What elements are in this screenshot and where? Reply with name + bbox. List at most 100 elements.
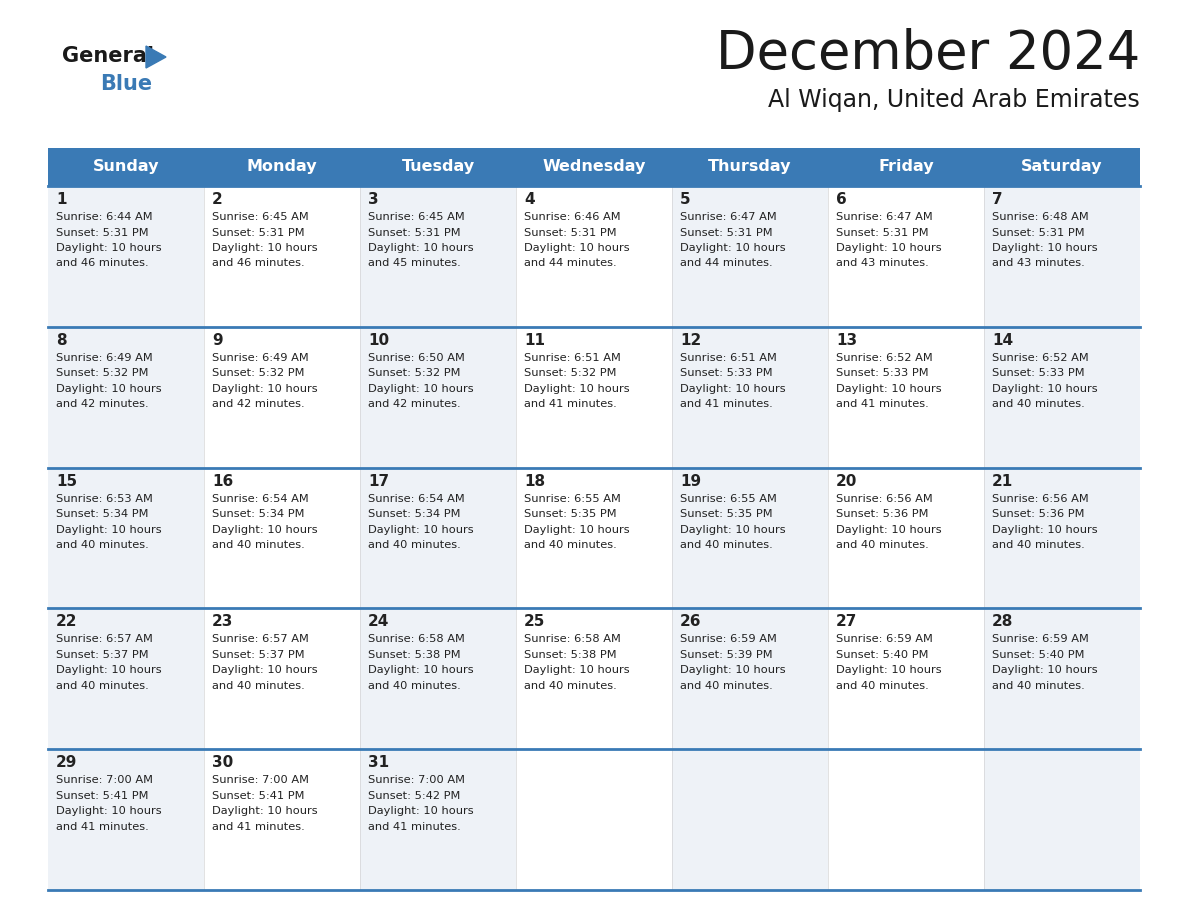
Text: Sunset: 5:33 PM: Sunset: 5:33 PM xyxy=(836,368,929,378)
Text: and 40 minutes.: and 40 minutes. xyxy=(368,681,461,691)
Text: Sunrise: 6:46 AM: Sunrise: 6:46 AM xyxy=(524,212,620,222)
Bar xyxy=(828,609,984,749)
Text: Sunset: 5:42 PM: Sunset: 5:42 PM xyxy=(368,790,461,800)
Bar xyxy=(360,749,516,890)
Text: and 45 minutes.: and 45 minutes. xyxy=(368,259,461,268)
Text: Sunset: 5:31 PM: Sunset: 5:31 PM xyxy=(992,228,1085,238)
Text: Sunset: 5:38 PM: Sunset: 5:38 PM xyxy=(524,650,617,660)
Text: Sunset: 5:41 PM: Sunset: 5:41 PM xyxy=(56,790,148,800)
Bar xyxy=(984,749,1140,890)
Text: Sunrise: 6:57 AM: Sunrise: 6:57 AM xyxy=(56,634,153,644)
Text: Sunset: 5:32 PM: Sunset: 5:32 PM xyxy=(56,368,148,378)
Text: Daylight: 10 hours: Daylight: 10 hours xyxy=(211,524,317,534)
Text: and 46 minutes.: and 46 minutes. xyxy=(56,259,148,268)
Bar xyxy=(672,186,828,327)
Text: Sunset: 5:38 PM: Sunset: 5:38 PM xyxy=(368,650,461,660)
Bar xyxy=(828,749,984,890)
Text: and 40 minutes.: and 40 minutes. xyxy=(992,681,1085,691)
Text: Sunset: 5:40 PM: Sunset: 5:40 PM xyxy=(992,650,1085,660)
Bar xyxy=(984,609,1140,749)
Text: and 42 minutes.: and 42 minutes. xyxy=(211,399,304,409)
Text: Daylight: 10 hours: Daylight: 10 hours xyxy=(524,384,630,394)
Text: 10: 10 xyxy=(368,333,390,348)
Bar xyxy=(204,609,360,749)
Text: and 40 minutes.: and 40 minutes. xyxy=(992,540,1085,550)
Text: Sunset: 5:39 PM: Sunset: 5:39 PM xyxy=(680,650,772,660)
Text: and 40 minutes.: and 40 minutes. xyxy=(211,540,305,550)
Text: Daylight: 10 hours: Daylight: 10 hours xyxy=(368,666,474,676)
Bar xyxy=(672,327,828,467)
Text: Sunrise: 6:59 AM: Sunrise: 6:59 AM xyxy=(836,634,933,644)
Text: Sunset: 5:37 PM: Sunset: 5:37 PM xyxy=(56,650,148,660)
Text: and 40 minutes.: and 40 minutes. xyxy=(836,540,929,550)
Text: Daylight: 10 hours: Daylight: 10 hours xyxy=(211,243,317,253)
Text: Sunrise: 6:44 AM: Sunrise: 6:44 AM xyxy=(56,212,152,222)
Bar xyxy=(360,186,516,327)
Text: Sunrise: 6:49 AM: Sunrise: 6:49 AM xyxy=(56,353,153,363)
Text: 31: 31 xyxy=(368,756,390,770)
Text: 3: 3 xyxy=(368,192,379,207)
Text: 11: 11 xyxy=(524,333,545,348)
Text: Sunset: 5:35 PM: Sunset: 5:35 PM xyxy=(524,509,617,519)
Bar xyxy=(360,327,516,467)
Text: Daylight: 10 hours: Daylight: 10 hours xyxy=(992,524,1098,534)
Text: Sunrise: 6:51 AM: Sunrise: 6:51 AM xyxy=(524,353,621,363)
Text: 8: 8 xyxy=(56,333,67,348)
Text: 29: 29 xyxy=(56,756,77,770)
Text: 22: 22 xyxy=(56,614,77,630)
Bar xyxy=(204,467,360,609)
Text: Sunset: 5:31 PM: Sunset: 5:31 PM xyxy=(56,228,148,238)
Text: Sunset: 5:32 PM: Sunset: 5:32 PM xyxy=(368,368,461,378)
Text: Sunrise: 7:00 AM: Sunrise: 7:00 AM xyxy=(56,775,153,785)
Text: Daylight: 10 hours: Daylight: 10 hours xyxy=(836,666,942,676)
Text: Sunset: 5:37 PM: Sunset: 5:37 PM xyxy=(211,650,304,660)
Text: Sunset: 5:32 PM: Sunset: 5:32 PM xyxy=(524,368,617,378)
Text: Thursday: Thursday xyxy=(708,160,791,174)
Text: and 46 minutes.: and 46 minutes. xyxy=(211,259,304,268)
Text: Daylight: 10 hours: Daylight: 10 hours xyxy=(680,666,785,676)
Text: 2: 2 xyxy=(211,192,223,207)
Text: Daylight: 10 hours: Daylight: 10 hours xyxy=(836,384,942,394)
Bar xyxy=(516,609,672,749)
Text: Daylight: 10 hours: Daylight: 10 hours xyxy=(680,384,785,394)
Bar xyxy=(828,327,984,467)
Text: 19: 19 xyxy=(680,474,701,488)
Text: 26: 26 xyxy=(680,614,701,630)
Text: Sunset: 5:31 PM: Sunset: 5:31 PM xyxy=(368,228,461,238)
Polygon shape xyxy=(146,46,166,68)
Text: Sunrise: 6:56 AM: Sunrise: 6:56 AM xyxy=(992,494,1088,504)
Text: and 40 minutes.: and 40 minutes. xyxy=(211,681,305,691)
Text: and 42 minutes.: and 42 minutes. xyxy=(368,399,461,409)
Text: Sunrise: 6:57 AM: Sunrise: 6:57 AM xyxy=(211,634,309,644)
Bar xyxy=(48,467,204,609)
Text: Sunrise: 6:47 AM: Sunrise: 6:47 AM xyxy=(836,212,933,222)
Text: Sunset: 5:41 PM: Sunset: 5:41 PM xyxy=(211,790,304,800)
Text: Friday: Friday xyxy=(878,160,934,174)
Text: Sunrise: 6:48 AM: Sunrise: 6:48 AM xyxy=(992,212,1088,222)
Text: Daylight: 10 hours: Daylight: 10 hours xyxy=(836,524,942,534)
Bar xyxy=(672,749,828,890)
Text: and 44 minutes.: and 44 minutes. xyxy=(680,259,772,268)
Text: and 41 minutes.: and 41 minutes. xyxy=(368,822,461,832)
Bar xyxy=(516,327,672,467)
Text: Sunrise: 7:00 AM: Sunrise: 7:00 AM xyxy=(368,775,465,785)
Text: Tuesday: Tuesday xyxy=(402,160,474,174)
Text: 7: 7 xyxy=(992,192,1003,207)
Bar xyxy=(516,186,672,327)
Text: Sunset: 5:31 PM: Sunset: 5:31 PM xyxy=(524,228,617,238)
Bar xyxy=(360,467,516,609)
Text: Sunrise: 6:58 AM: Sunrise: 6:58 AM xyxy=(524,634,621,644)
Text: Sunset: 5:34 PM: Sunset: 5:34 PM xyxy=(211,509,304,519)
Text: 21: 21 xyxy=(992,474,1013,488)
Bar xyxy=(360,609,516,749)
Text: Daylight: 10 hours: Daylight: 10 hours xyxy=(368,806,474,816)
Text: and 40 minutes.: and 40 minutes. xyxy=(368,540,461,550)
Text: 24: 24 xyxy=(368,614,390,630)
Text: and 41 minutes.: and 41 minutes. xyxy=(524,399,617,409)
Bar xyxy=(516,749,672,890)
Text: and 43 minutes.: and 43 minutes. xyxy=(836,259,929,268)
Text: and 41 minutes.: and 41 minutes. xyxy=(211,822,305,832)
Text: Daylight: 10 hours: Daylight: 10 hours xyxy=(368,384,474,394)
Text: General: General xyxy=(62,46,154,66)
Text: Daylight: 10 hours: Daylight: 10 hours xyxy=(680,524,785,534)
